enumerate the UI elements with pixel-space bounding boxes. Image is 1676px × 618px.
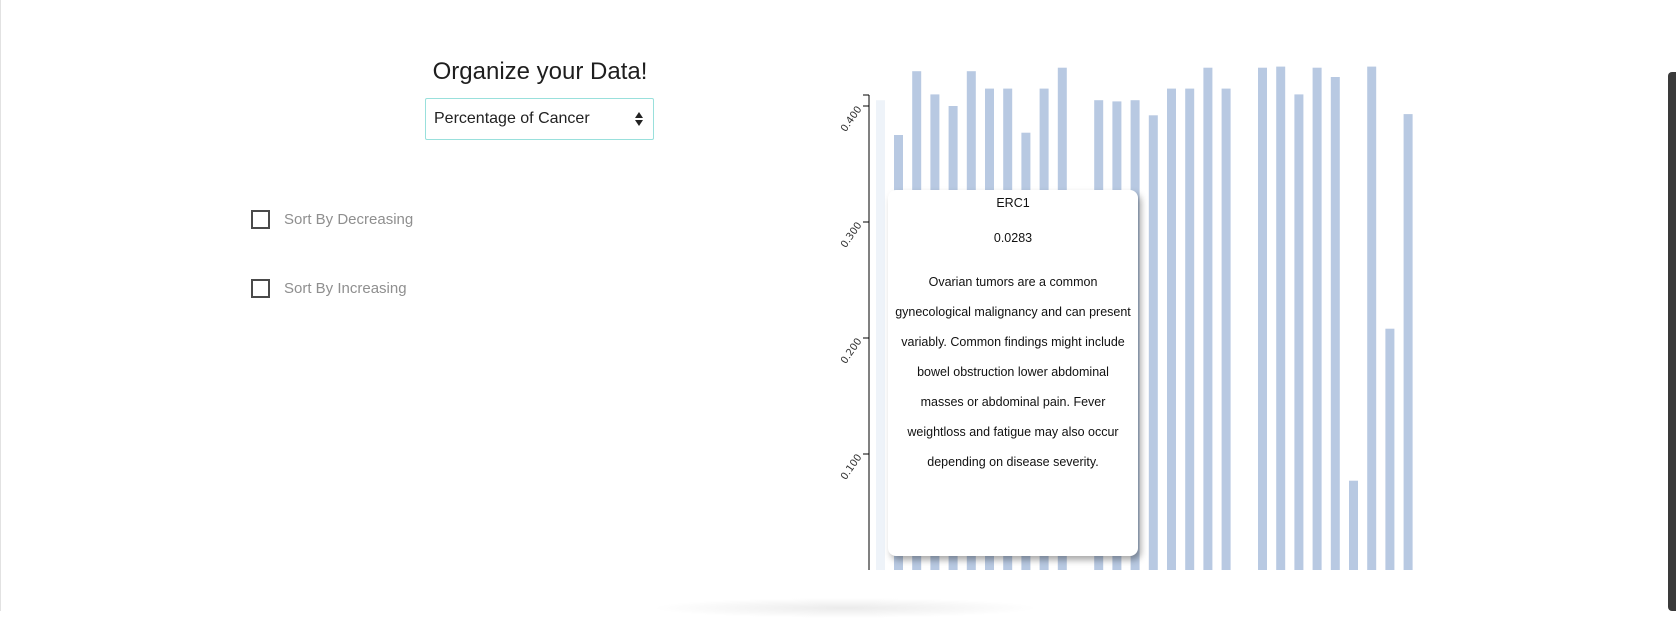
bar-25[interactable] <box>1367 66 1377 570</box>
tooltip-value: 0.0283 <box>993 231 1033 245</box>
y-tick-label-1: 0.200 <box>839 336 864 366</box>
sort-increasing-label: Sort By Increasing <box>284 280 407 297</box>
y-tick-label-3: 0.400 <box>839 104 864 134</box>
sort-decreasing-option[interactable]: Sort By Decreasing <box>251 210 413 229</box>
bar-highlight <box>876 100 885 570</box>
metric-select-value: Percentage of Cancer <box>434 110 590 127</box>
bar-15[interactable] <box>1167 88 1176 570</box>
bar-23[interactable] <box>1330 77 1340 570</box>
y-tick-label-2: 0.300 <box>839 220 864 250</box>
bar-16[interactable] <box>1185 88 1195 570</box>
page-left-border <box>0 0 1 611</box>
bar-20[interactable] <box>1276 66 1286 570</box>
bar-17[interactable] <box>1203 67 1213 570</box>
bar-18[interactable] <box>1221 88 1231 570</box>
page-title: Organize your Data! <box>432 58 648 85</box>
select-arrows-icon <box>635 112 643 126</box>
sort-decreasing-checkbox[interactable] <box>251 210 270 229</box>
metric-select[interactable]: Percentage of Cancer <box>425 98 654 140</box>
bar-22[interactable] <box>1312 67 1322 570</box>
bar-27[interactable] <box>1403 114 1413 570</box>
tooltip-description: Ovarian tumors are a common gynecologica… <box>895 275 1131 469</box>
sort-increasing-option[interactable]: Sort By Increasing <box>251 279 407 298</box>
bar-26[interactable] <box>1385 328 1395 570</box>
y-ticks-group: 0.100 0.200 0.300 0.400 <box>839 94 869 482</box>
bar-21[interactable] <box>1294 94 1304 571</box>
page-scrollbar[interactable] <box>1668 72 1676 611</box>
y-tick-label-0: 0.100 <box>839 452 864 482</box>
bar-14[interactable] <box>1148 115 1158 571</box>
bar-tooltip: ERC1 0.0283 Ovarian tumors are a common … <box>888 190 1138 556</box>
sort-decreasing-label: Sort By Decreasing <box>284 211 414 228</box>
bar-24[interactable] <box>1349 480 1358 570</box>
bar-19[interactable] <box>1258 67 1267 570</box>
tooltip-name: ERC1 <box>996 196 1030 210</box>
bottom-shadow <box>650 598 1040 618</box>
sort-increasing-checkbox[interactable] <box>251 279 270 298</box>
